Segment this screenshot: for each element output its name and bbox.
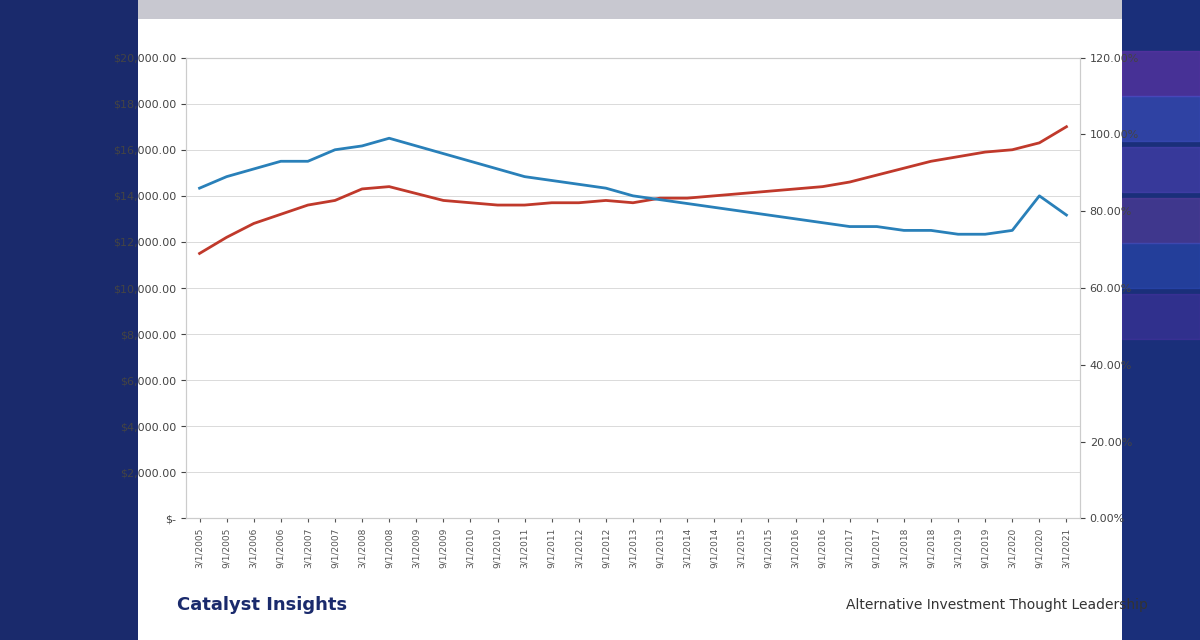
Bar xyxy=(1122,51,1200,96)
Text: *Data collected on a one quarter delay: *Data collected on a one quarter delay xyxy=(178,556,407,568)
Bar xyxy=(1122,243,1200,288)
Bar xyxy=(1122,96,1200,141)
Bar xyxy=(1122,198,1200,243)
Text: *US Household Debt: *US Household Debt xyxy=(178,471,298,484)
Text: Alternative Investment Thought Leadership: Alternative Investment Thought Leadershi… xyxy=(846,598,1148,612)
Text: Catalyst Insights: Catalyst Insights xyxy=(178,596,348,614)
Text: *US Household Debt Percent of Gross Domestic Product (GDP): *US Household Debt Percent of Gross Dome… xyxy=(178,499,546,512)
Bar xyxy=(1122,147,1200,192)
Bar xyxy=(1122,294,1200,339)
Text: *03/31/2005 to 03/31/2021: *03/31/2005 to 03/31/2021 xyxy=(178,527,338,540)
